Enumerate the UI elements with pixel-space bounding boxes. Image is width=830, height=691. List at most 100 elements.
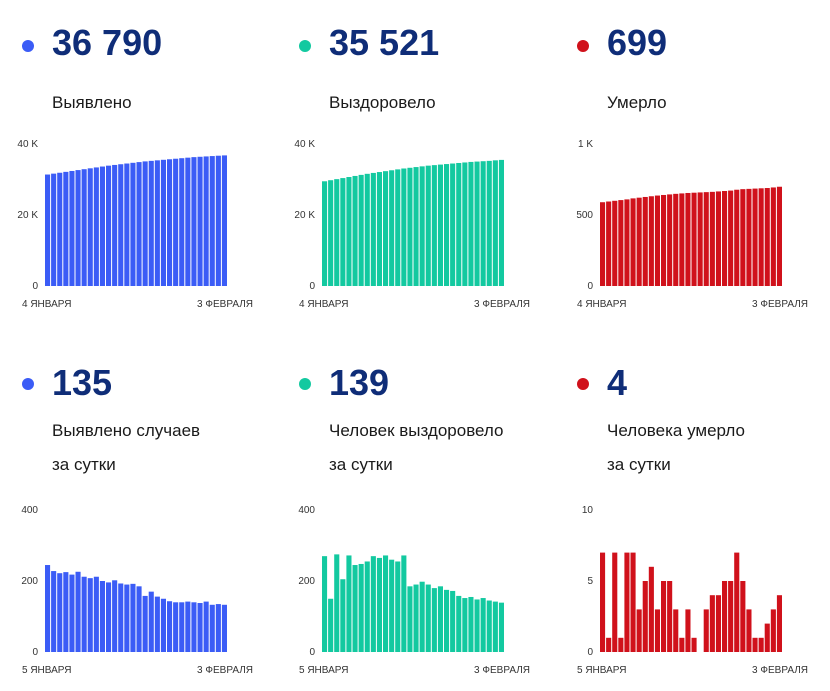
- y-tick-label: 0: [587, 647, 593, 658]
- bar: [136, 162, 142, 286]
- bar: [630, 198, 636, 286]
- bar: [118, 164, 124, 286]
- bar: [389, 559, 395, 652]
- total-deaths-label: Умерло: [607, 86, 667, 120]
- bar: [376, 557, 382, 652]
- bar: [636, 197, 642, 286]
- chart-svg: 0 20 K 40 K 4 ЯНВАРЯ 3 ФЕВРАЛЯ: [17, 139, 253, 310]
- bar: [776, 595, 782, 652]
- bar: [340, 178, 346, 286]
- bar: [376, 172, 382, 286]
- total-cases-value: 36 790: [52, 22, 163, 63]
- total-deaths-chart: 0 500 1 K 4 ЯНВАРЯ 3 ФЕВРАЛЯ: [555, 130, 815, 320]
- bar: [81, 576, 87, 652]
- bar: [492, 601, 498, 652]
- label-line: за сутки: [52, 455, 116, 474]
- bar: [389, 170, 395, 286]
- bar: [87, 168, 93, 286]
- label-line: за сутки: [329, 455, 393, 474]
- bar: [612, 200, 618, 286]
- bar: [636, 609, 642, 652]
- bar: [142, 595, 148, 652]
- bar: [419, 581, 425, 652]
- bar: [124, 163, 130, 286]
- bar: [450, 590, 456, 652]
- bar: [51, 571, 57, 652]
- bar: [740, 189, 746, 286]
- bar: [352, 565, 358, 652]
- bar: [691, 192, 697, 286]
- bar: [221, 155, 227, 286]
- y-tick-label: 400: [21, 505, 38, 516]
- bar: [450, 163, 456, 286]
- bar: [758, 637, 764, 652]
- bar: [334, 554, 340, 652]
- x-tick-label: 5 ЯНВАРЯ: [577, 665, 626, 676]
- bar: [728, 190, 734, 286]
- bar: [667, 194, 673, 286]
- bar: [709, 191, 715, 286]
- bar: [203, 601, 209, 652]
- bar: [606, 637, 612, 652]
- bar: [600, 202, 606, 286]
- x-tick-label: 4 ЯНВАРЯ: [22, 299, 71, 310]
- bar: [679, 637, 685, 652]
- bar: [173, 602, 179, 652]
- bar: [661, 581, 667, 652]
- bar: [456, 162, 462, 286]
- bar: [456, 595, 462, 652]
- bar: [63, 171, 69, 286]
- chart-svg: 0 200 400 5 ЯНВАРЯ 3 ФЕВРАЛЯ: [298, 505, 530, 676]
- panel-daily-cases: 135 Выявлено случаев за сутки 0 200 400 5 ЯН…: [0, 348, 260, 678]
- bar: [444, 589, 450, 652]
- bar: [173, 158, 179, 286]
- bar: [624, 552, 630, 652]
- bar: [685, 609, 691, 652]
- bar: [209, 604, 215, 652]
- bar: [419, 166, 425, 286]
- x-tick-label: 3 ФЕВРАЛЯ: [752, 665, 808, 676]
- bar: [462, 162, 468, 286]
- x-tick-label: 4 ЯНВАРЯ: [577, 299, 626, 310]
- bar: [612, 552, 618, 652]
- bar: [383, 555, 389, 652]
- y-tick-label: 40 K: [294, 139, 315, 150]
- daily-deaths-label: Человека умерло за сутки: [607, 414, 745, 482]
- y-tick-label: 0: [32, 281, 38, 292]
- total-deaths-value: 699: [607, 22, 668, 63]
- bar: [160, 598, 166, 652]
- label-line: Выявлено случаев: [52, 421, 201, 440]
- bar: [703, 192, 709, 286]
- bar: [69, 170, 75, 286]
- bar: [715, 191, 721, 286]
- bar: [618, 200, 624, 286]
- bar: [45, 174, 51, 286]
- bar: [425, 165, 431, 286]
- y-tick-label: 1 K: [578, 139, 593, 150]
- bar: [93, 576, 99, 652]
- x-tick-label: 3 ФЕВРАЛЯ: [474, 665, 530, 676]
- y-tick-label: 20 K: [17, 210, 38, 221]
- bar: [112, 164, 118, 286]
- bar: [191, 157, 197, 286]
- bar: [215, 604, 221, 652]
- bar: [63, 572, 69, 652]
- bar: [142, 161, 148, 286]
- daily-recovered-label: Человек выздоровело за сутки: [329, 414, 504, 482]
- green-dot-icon: [299, 378, 311, 390]
- chart-svg: 0 20 K 40 K 4 ЯНВАРЯ 3 ФЕВРАЛЯ: [294, 139, 530, 310]
- bar: [431, 588, 437, 652]
- bar: [618, 637, 624, 652]
- bar: [401, 168, 407, 286]
- daily-recovered-chart: 0 200 400 5 ЯНВАРЯ 3 ФЕВРАЛЯ: [277, 496, 537, 686]
- bar: [99, 581, 105, 652]
- bar: [648, 196, 654, 286]
- bar: [57, 172, 63, 286]
- x-tick-label: 3 ФЕВРАЛЯ: [474, 299, 530, 310]
- bar: [642, 196, 648, 286]
- bar: [154, 596, 160, 652]
- bar: [130, 583, 136, 652]
- total-recovered-value: 35 521: [329, 22, 440, 63]
- bar: [383, 171, 389, 286]
- bar: [486, 600, 492, 652]
